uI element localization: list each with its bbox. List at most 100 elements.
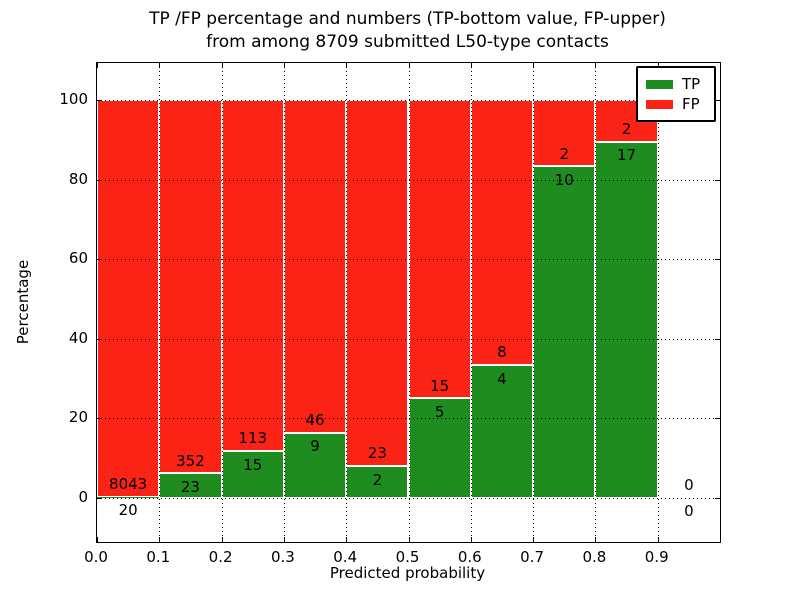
x-tick-label-0.4: 0.4 [333, 548, 358, 566]
count-label-tp-3: 9 [310, 437, 320, 456]
chart-title-line2: from among 8709 submitted L50-type conta… [206, 32, 609, 52]
gridline-v-2 [221, 63, 223, 542]
bar-segment-fp-4 [346, 99, 409, 466]
gridline-h-3 [97, 259, 720, 261]
x-tick-top-2 [221, 63, 223, 68]
gridline-v-5 [408, 63, 410, 542]
y-tick-left-1 [97, 418, 102, 420]
y-tick-right-2 [715, 338, 720, 340]
count-label-tp-4: 2 [372, 470, 383, 489]
bar-segment-fp-0 [97, 99, 160, 497]
bar-segment-tp-2 [221, 451, 284, 498]
legend: TP FP [636, 66, 716, 122]
count-label-tp-0: 20 [118, 501, 138, 520]
x-tick-top-9 [657, 63, 659, 68]
y-tick-label-80: 80 [68, 169, 88, 188]
x-tick-top-6 [470, 63, 472, 68]
count-label-fp-7: 2 [559, 144, 570, 163]
gridline-v-3 [283, 63, 285, 542]
count-label-tp-8: 17 [617, 146, 637, 165]
chart-title-line1: TP /FP percentage and numbers (TP-bottom… [149, 9, 666, 29]
y-tick-left-0 [97, 497, 102, 499]
count-label-fp-9: 0 [684, 476, 694, 495]
x-tick-top-7 [533, 63, 535, 68]
x-tick-bottom-4 [346, 537, 348, 542]
bar-segment-tp-7 [533, 166, 596, 498]
x-tick-bottom-5 [408, 537, 410, 542]
x-tick-bottom-6 [470, 537, 472, 542]
count-label-tp-9: 0 [684, 502, 694, 521]
x-tick-bottom-2 [221, 537, 223, 542]
count-label-fp-0: 8043 [109, 475, 148, 494]
y-tick-right-3 [715, 259, 720, 261]
y-tick-label-20: 20 [68, 408, 88, 427]
fp-swatch-icon [646, 99, 673, 109]
gridline-h-0 [97, 497, 720, 499]
count-label-tp-6: 4 [497, 369, 507, 388]
y-tick-left-2 [97, 338, 102, 340]
plot-area: TP FP 8043 20 352 23 113 15 46 9 23 2 15 5 8 4 2 10 2 17 0… [96, 62, 721, 543]
count-label-fp-3: 46 [305, 411, 325, 429]
gridline-h-1 [97, 418, 720, 420]
count-label-fp-4: 23 [367, 444, 387, 463]
y-tick-label-40: 40 [68, 328, 88, 347]
x-tick-top-5 [408, 63, 410, 68]
legend-label-tp: TP [682, 75, 701, 93]
x-tick-label-0.0: 0.0 [84, 548, 108, 566]
gridline-h-5 [97, 99, 720, 101]
y-tick-left-4 [97, 179, 102, 181]
count-label-tp-1: 23 [180, 477, 200, 496]
bar-segment-tp-8 [595, 141, 658, 498]
y-axis-label: Percentage [14, 259, 32, 345]
y-tick-right-4 [715, 179, 720, 181]
y-tick-right-1 [715, 418, 720, 420]
legend-label-fp: FP [682, 95, 700, 113]
gridline-v-9 [657, 63, 659, 542]
count-label-tp-5: 5 [434, 402, 445, 421]
bar-segment-fp-3 [283, 99, 347, 433]
legend-entry-tp: TP [646, 74, 708, 94]
count-label-tp-7: 10 [554, 170, 574, 189]
gridline-v-6 [470, 63, 472, 542]
x-tick-top-0 [97, 63, 98, 68]
gridline-v-8 [595, 63, 597, 542]
x-tick-label-0.7: 0.7 [520, 548, 545, 566]
x-tick-label-0.2: 0.2 [208, 548, 233, 566]
bar-segment-tp-0 [97, 496, 160, 498]
legend-entry-fp: FP [646, 94, 708, 114]
count-label-fp-2: 113 [238, 429, 268, 448]
x-tick-label-0.3: 0.3 [270, 548, 295, 566]
bar-segment-fp-5 [408, 99, 471, 399]
x-tick-top-8 [595, 63, 597, 68]
y-tick-label-0: 0 [78, 487, 88, 506]
y-tick-left-5 [97, 99, 102, 101]
y-tick-right-5 [715, 99, 720, 101]
x-tick-label-0.6: 0.6 [457, 548, 482, 566]
x-tick-bottom-0 [97, 537, 98, 542]
gridline-h-4 [97, 179, 720, 181]
x-tick-bottom-7 [533, 537, 535, 542]
gridline-v-1 [159, 63, 161, 542]
x-tick-label-0.8: 0.8 [582, 548, 607, 566]
x-tick-bottom-8 [595, 537, 597, 542]
x-tick-bottom-1 [159, 537, 161, 542]
y-tick-left-3 [97, 259, 102, 261]
gridline-h-2 [97, 338, 720, 340]
bar-segment-fp-1 [159, 99, 222, 474]
tp-swatch-icon [646, 79, 673, 89]
y-tick-label-60: 60 [68, 249, 88, 268]
x-tick-label-0.9: 0.9 [644, 548, 669, 566]
x-tick-top-4 [346, 63, 348, 68]
x-tick-bottom-9 [657, 537, 659, 542]
count-label-fp-5: 15 [430, 376, 450, 395]
x-tick-label-0.5: 0.5 [395, 548, 420, 566]
gridline-v-7 [533, 63, 535, 542]
count-label-fp-8: 2 [621, 120, 632, 139]
x-tick-bottom-3 [283, 537, 285, 542]
y-tick-label-100: 100 [59, 89, 88, 108]
x-axis-label: Predicted probability [329, 564, 486, 582]
bar-segment-fp-6 [470, 99, 534, 366]
y-tick-right-0 [715, 497, 720, 499]
x-tick-label-0.1: 0.1 [146, 548, 171, 566]
